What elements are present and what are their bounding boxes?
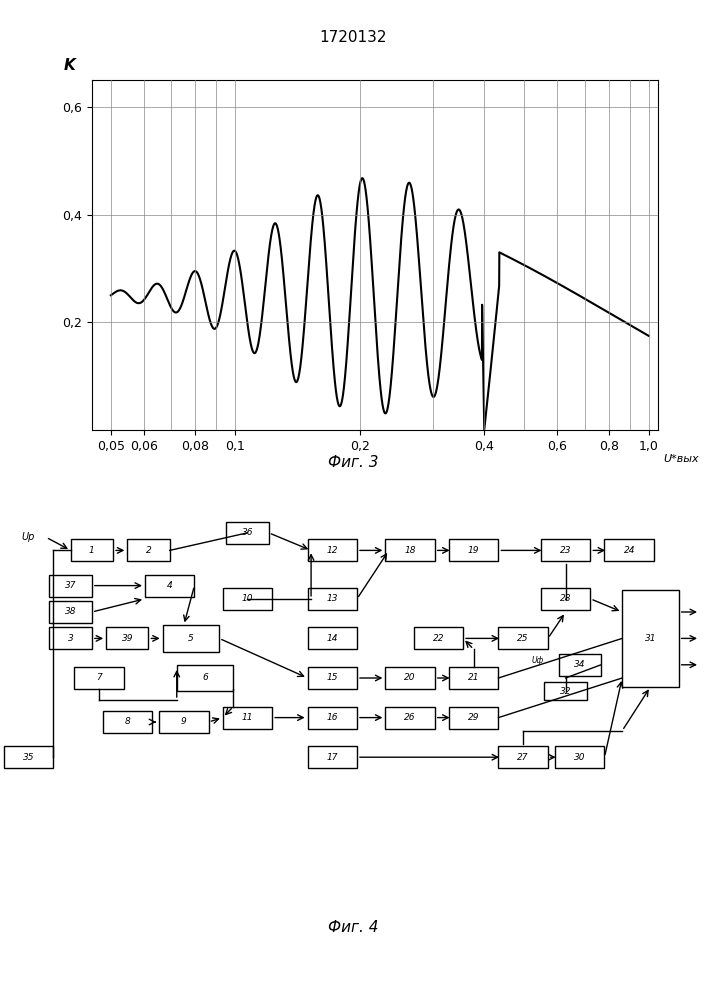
Text: 24: 24: [624, 546, 635, 555]
FancyBboxPatch shape: [49, 627, 92, 649]
FancyBboxPatch shape: [103, 711, 152, 733]
Text: 1720132: 1720132: [320, 30, 387, 45]
FancyBboxPatch shape: [127, 539, 170, 561]
FancyBboxPatch shape: [385, 539, 435, 561]
FancyBboxPatch shape: [308, 667, 357, 689]
Text: 3: 3: [68, 634, 74, 643]
Text: 14: 14: [327, 634, 338, 643]
FancyBboxPatch shape: [541, 539, 590, 561]
Text: 38: 38: [65, 607, 76, 616]
FancyBboxPatch shape: [622, 590, 679, 687]
Text: 32: 32: [560, 687, 571, 696]
Text: 4: 4: [167, 581, 173, 590]
Text: 20: 20: [404, 674, 416, 682]
Text: 29: 29: [468, 713, 479, 722]
Text: Фиг. 4: Фиг. 4: [328, 920, 379, 935]
Text: U*вых: U*вых: [663, 454, 699, 464]
FancyBboxPatch shape: [449, 707, 498, 729]
Text: 37: 37: [65, 581, 76, 590]
FancyBboxPatch shape: [49, 575, 92, 597]
Text: 17: 17: [327, 753, 338, 762]
Text: 23: 23: [560, 546, 571, 555]
FancyBboxPatch shape: [449, 667, 498, 689]
FancyBboxPatch shape: [559, 654, 601, 676]
Text: 1: 1: [89, 546, 95, 555]
Text: 19: 19: [468, 546, 479, 555]
Text: 11: 11: [242, 713, 253, 722]
FancyBboxPatch shape: [544, 682, 587, 700]
FancyBboxPatch shape: [106, 627, 148, 649]
Text: 26: 26: [404, 713, 416, 722]
FancyBboxPatch shape: [308, 539, 357, 561]
Text: 2: 2: [146, 546, 151, 555]
FancyBboxPatch shape: [308, 627, 357, 649]
Text: 5: 5: [188, 634, 194, 643]
FancyBboxPatch shape: [555, 746, 604, 768]
Text: 8: 8: [124, 718, 130, 726]
Text: 6: 6: [202, 674, 208, 682]
FancyBboxPatch shape: [308, 588, 357, 610]
FancyBboxPatch shape: [385, 707, 435, 729]
FancyBboxPatch shape: [71, 539, 113, 561]
FancyBboxPatch shape: [223, 588, 272, 610]
Text: 30: 30: [574, 753, 585, 762]
FancyBboxPatch shape: [4, 746, 53, 768]
Text: 34: 34: [574, 660, 585, 669]
Text: 31: 31: [645, 634, 656, 643]
FancyBboxPatch shape: [163, 625, 219, 652]
FancyBboxPatch shape: [414, 627, 463, 649]
Text: 9: 9: [181, 718, 187, 726]
Text: 18: 18: [404, 546, 416, 555]
Text: Uр: Uр: [21, 532, 35, 542]
Text: 7: 7: [96, 674, 102, 682]
FancyBboxPatch shape: [308, 707, 357, 729]
Text: 12: 12: [327, 546, 338, 555]
FancyBboxPatch shape: [159, 711, 209, 733]
FancyBboxPatch shape: [145, 575, 194, 597]
Text: 10: 10: [242, 594, 253, 603]
Text: 21: 21: [468, 674, 479, 682]
FancyBboxPatch shape: [226, 522, 269, 544]
FancyBboxPatch shape: [177, 665, 233, 691]
Text: 39: 39: [122, 634, 133, 643]
FancyBboxPatch shape: [74, 667, 124, 689]
Text: Uф: Uф: [531, 656, 544, 665]
FancyBboxPatch shape: [49, 601, 92, 623]
FancyBboxPatch shape: [498, 746, 548, 768]
Text: 25: 25: [518, 634, 529, 643]
FancyBboxPatch shape: [223, 707, 272, 729]
FancyBboxPatch shape: [449, 539, 498, 561]
FancyBboxPatch shape: [604, 539, 654, 561]
FancyBboxPatch shape: [385, 667, 435, 689]
Text: 27: 27: [518, 753, 529, 762]
Text: 36: 36: [242, 528, 253, 537]
Text: 15: 15: [327, 674, 338, 682]
FancyBboxPatch shape: [541, 588, 590, 610]
Text: 22: 22: [433, 634, 444, 643]
FancyBboxPatch shape: [308, 746, 357, 768]
Text: Фиг. 3: Фиг. 3: [328, 455, 379, 470]
Text: 13: 13: [327, 594, 338, 603]
Text: 16: 16: [327, 713, 338, 722]
Text: K: K: [64, 58, 76, 73]
FancyBboxPatch shape: [498, 627, 548, 649]
Text: 28: 28: [560, 594, 571, 603]
Text: 35: 35: [23, 753, 34, 762]
